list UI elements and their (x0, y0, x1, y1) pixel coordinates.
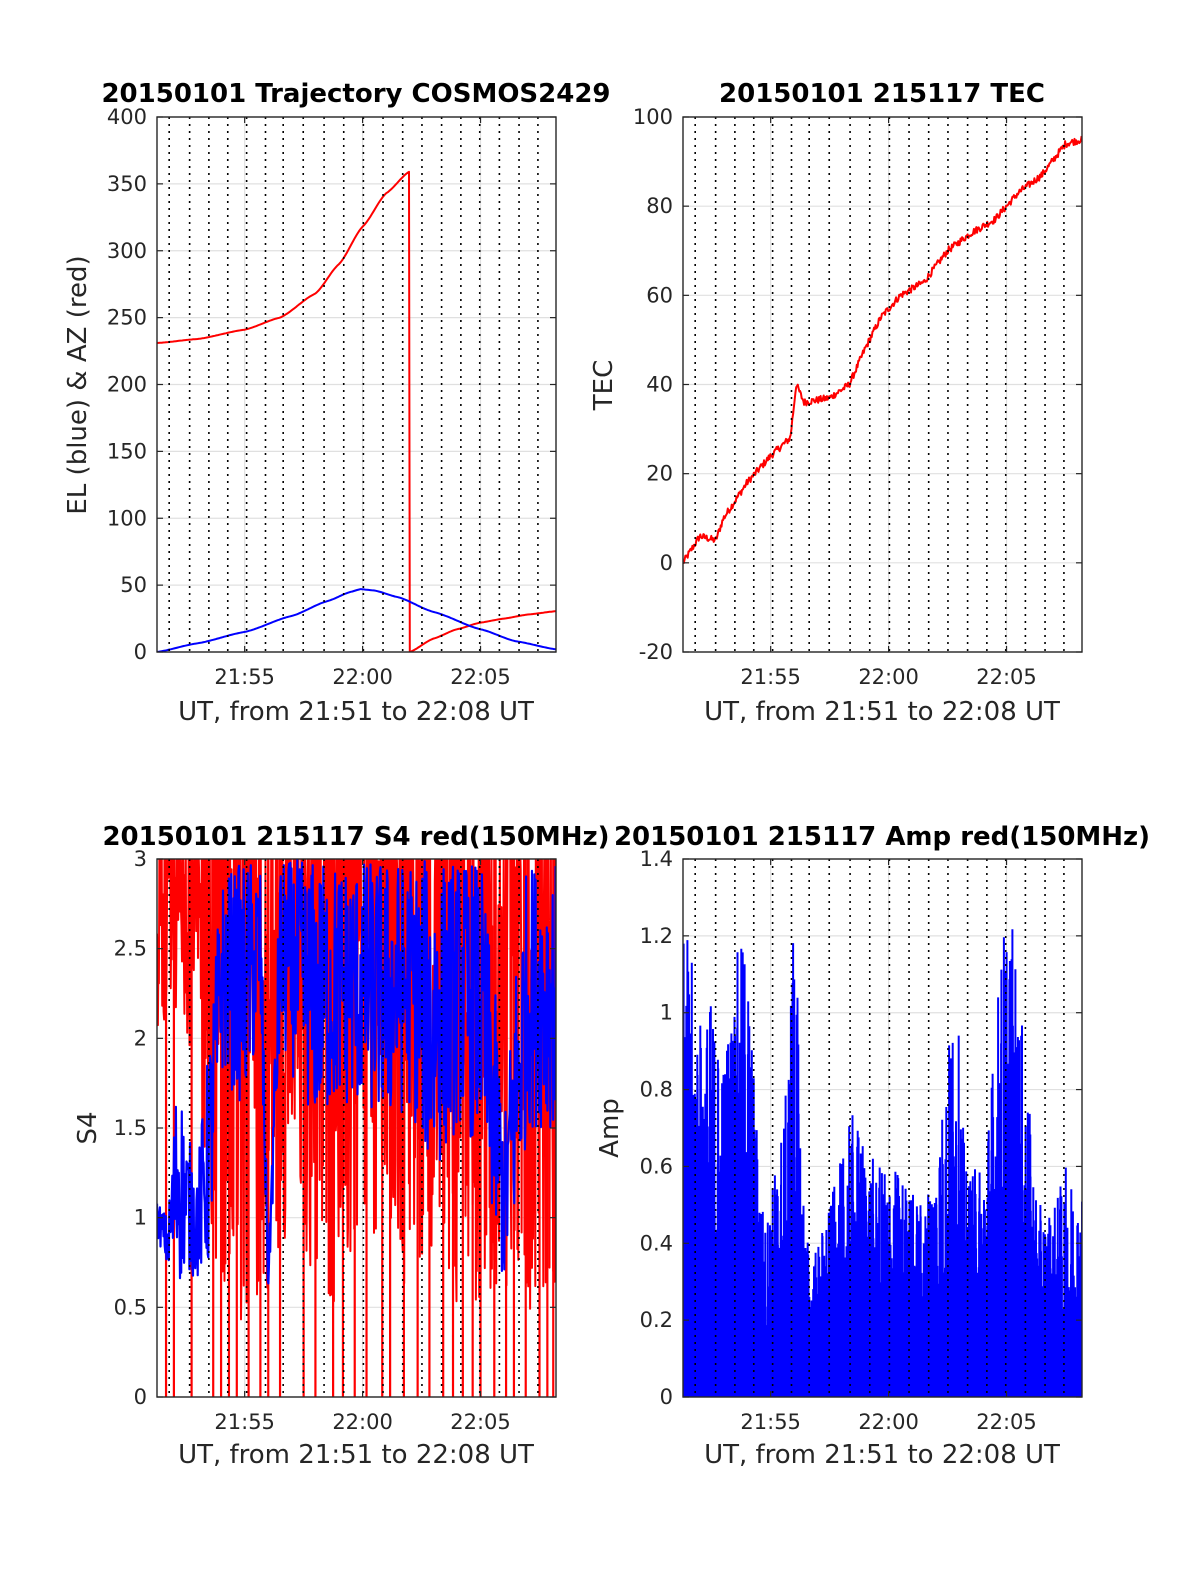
amp-xtick-label: 22:00 (858, 1410, 919, 1434)
s4-ytick-label: 2.5 (114, 937, 147, 961)
amp-ytick-label: 0.2 (640, 1308, 673, 1332)
s4-ytick-label: 0.5 (114, 1295, 147, 1319)
trajectory-plot-area: 21:55 22:00 22:05 0 50 100 150 200 250 300 350 400 (107, 105, 557, 689)
trajectory-title: 20150101 Trajectory COSMOS2429 (101, 79, 610, 109)
amp-ytick-label: 0.4 (640, 1231, 673, 1255)
s4-xlabel: UT, from 21:51 to 22:08 UT (178, 1440, 534, 1470)
tec-ytick-label: 40 (646, 373, 673, 397)
s4-ytick-label: 0 (134, 1385, 147, 1409)
tec-series-group (683, 135, 1082, 564)
trajectory-ytick-label: 300 (107, 239, 147, 263)
amp-series-0-spikes (683, 929, 1082, 1397)
amp-ytick-label: 1.4 (640, 847, 673, 871)
s4-title: 20150101 215117 S4 red(150MHz) (102, 822, 609, 852)
trajectory-ytick-label: 0 (134, 640, 147, 664)
amp-xtick-label: 22:05 (976, 1410, 1037, 1434)
trajectory-series-0-line (157, 170, 556, 652)
tec-ytick-label: 100 (633, 105, 673, 129)
amp-axes-box (682, 858, 1083, 1398)
trajectory-ytick-label: 200 (107, 373, 147, 397)
amp-xtick-label: 21:55 (740, 1410, 801, 1434)
trajectory-ytick-label: 50 (120, 573, 147, 597)
amp-ytick-label: 1 (660, 1001, 673, 1025)
tec-panel: 21:55 22:00 22:05 -20 0 20 40 60 80 100 TEC UT, f… (589, 105, 1083, 727)
trajectory-xlabel: UT, from 21:51 to 22:08 UT (178, 697, 534, 727)
trajectory-ytick-label: 400 (107, 105, 147, 129)
trajectory-ylabel: EL (blue) & AZ (red) (63, 255, 93, 514)
trajectory-xtick-label: 21:55 (214, 665, 275, 689)
s4-xtick-label: 22:00 (332, 1410, 393, 1434)
tec-series-0-line (683, 135, 1082, 564)
s4-xtick-label: 21:55 (214, 1410, 275, 1434)
amp-ytick-label: 0.6 (640, 1154, 673, 1178)
tec-ytick-label: 0 (660, 551, 673, 575)
tec-ytick-label: -20 (639, 640, 673, 664)
s4-ytick-label: 3 (134, 847, 147, 871)
tec-ytick-label: 20 (646, 462, 673, 486)
amp-ylabel: Amp (595, 1098, 625, 1158)
s4-ytick-label: 1 (134, 1206, 147, 1230)
trajectory-xtick-label: 22:00 (332, 665, 393, 689)
trajectory-panel: 21:55 22:00 22:05050100150200250300350400 … (63, 105, 557, 727)
tec-ytick-label: 80 (646, 194, 673, 218)
s4-ylabel: S4 (73, 1111, 103, 1144)
amp-ytick-label: 0 (660, 1385, 673, 1409)
amp-title: 20150101 215117 Amp red(150MHz) (614, 822, 1150, 852)
trajectory-series-group (157, 170, 556, 652)
tec-ytick-label: 60 (646, 283, 673, 307)
s4-panel: 21:55 22:00 22:05 0 0.5 1 1.5 2 2.5 3 S4 UT, from… (73, 847, 557, 1470)
amp-xlabel: UT, from 21:51 to 22:08 UT (704, 1440, 1060, 1470)
tec-xlabel: UT, from 21:51 to 22:08 UT (704, 697, 1060, 727)
tec-ylabel: TEC (589, 360, 619, 411)
trajectory-xtick-label: 22:05 (450, 665, 511, 689)
tec-title: 20150101 215117 TEC (719, 79, 1045, 109)
trajectory-ytick-label: 250 (107, 306, 147, 330)
amp-ytick-label: 1.2 (640, 924, 673, 948)
trajectory-ytick-label: 100 (107, 506, 147, 530)
s4-ytick-label: 2 (134, 1026, 147, 1050)
trajectory-ytick-label: 150 (107, 439, 147, 463)
tec-xtick-label: 22:05 (976, 665, 1037, 689)
s4-plot-area: 21:55 22:00 22:05 0 0.5 1 1.5 2 2.5 3 (114, 847, 557, 1434)
s4-xtick-label: 22:05 (450, 1410, 511, 1434)
amp-plot-area: 21:55 22:00 22:05 0 0.2 0.4 0.6 0.8 1 1.2 1.4 (640, 847, 1083, 1434)
tec-xtick-label: 21:55 (740, 665, 801, 689)
amp-ytick-label: 0.8 (640, 1078, 673, 1102)
tec-xtick-label: 22:00 (858, 665, 919, 689)
s4-series-1-trace (157, 859, 556, 1285)
tec-plot-area: 21:55 22:00 22:05 -20 0 20 40 60 80 100 (633, 105, 1083, 689)
amp-series-group (683, 929, 1082, 1397)
trajectory-series-1-line (157, 588, 556, 652)
s4-ytick-label: 1.5 (114, 1116, 147, 1140)
trajectory-ytick-label: 350 (107, 172, 147, 196)
